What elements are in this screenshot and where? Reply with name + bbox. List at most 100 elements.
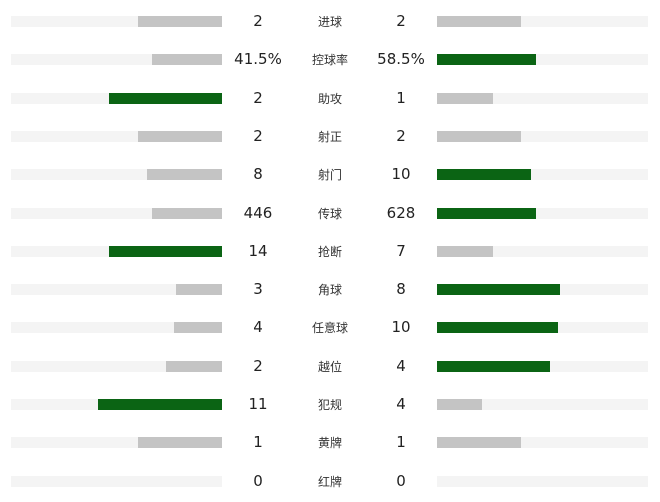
stat-label: 黄牌 — [317, 436, 342, 451]
home-bar-track — [11, 475, 222, 487]
home-value: 2 — [253, 88, 263, 107]
away-bar-fill — [437, 92, 494, 104]
stat-row: 2 进球 2 — [0, 3, 660, 41]
stat-label: 犯规 — [317, 398, 342, 412]
stat-row: 8 射门 10 — [0, 156, 660, 194]
away-bar-fill — [437, 16, 522, 27]
home-value: 3 — [253, 280, 263, 299]
home-bar-track — [11, 54, 222, 66]
home-value: 11 — [248, 395, 268, 413]
home-bar-track — [11, 322, 222, 334]
stat-row: 2 射正 2 — [0, 118, 660, 156]
home-value: 8 — [253, 165, 263, 184]
stat-row: 3 角球 8 — [0, 271, 660, 309]
home-value: 4 — [253, 318, 263, 337]
away-value: 7 — [396, 241, 406, 260]
away-bar-track — [437, 284, 648, 296]
away-bar-fill — [437, 169, 531, 181]
home-bar-fill — [165, 360, 222, 372]
away-value: 628 — [386, 203, 416, 222]
stat-label: 控球率 — [311, 53, 348, 68]
home-bar-fill — [175, 284, 222, 296]
stat-label: 助攻 — [317, 91, 342, 106]
away-bar-track — [437, 437, 648, 449]
away-bar-fill — [437, 130, 522, 142]
home-bar-track — [11, 437, 222, 449]
stat-label: 进球 — [317, 15, 342, 29]
stat-label: 射正 — [317, 129, 342, 144]
away-value: 10 — [391, 318, 411, 337]
home-bar-fill — [109, 92, 222, 104]
home-bar-track — [11, 284, 222, 296]
home-bar-track — [11, 169, 222, 181]
away-bar-fill — [437, 437, 522, 449]
away-bar-track — [437, 399, 648, 410]
home-bar-fill — [146, 169, 222, 181]
away-value: 4 — [396, 395, 406, 413]
home-bar-track — [11, 399, 222, 410]
home-value: 2 — [253, 12, 263, 30]
away-bar-fill — [437, 245, 494, 257]
away-bar-fill — [437, 360, 550, 372]
home-value: 0 — [253, 471, 263, 490]
home-value: 14 — [248, 241, 268, 260]
away-bar-track — [437, 54, 648, 66]
away-bar-track — [437, 169, 648, 181]
away-bar-fill — [437, 322, 558, 334]
home-value: 1 — [253, 433, 263, 452]
away-bar-track — [437, 130, 648, 142]
away-bar-track — [437, 475, 648, 487]
stat-row: 14 抢断 7 — [0, 233, 660, 271]
stat-label: 任意球 — [311, 321, 348, 336]
away-bar-track — [437, 92, 648, 104]
stat-label: 抢断 — [317, 244, 342, 259]
home-value: 2 — [253, 126, 263, 145]
stat-label: 红牌 — [317, 474, 342, 489]
stat-label: 传球 — [317, 206, 342, 221]
away-bar-track — [437, 322, 648, 334]
home-bar-track — [11, 92, 222, 104]
away-bar-fill — [437, 399, 482, 410]
home-bar-fill — [173, 322, 222, 334]
away-value: 1 — [396, 433, 406, 452]
away-bar-track — [437, 360, 648, 372]
away-value: 4 — [396, 356, 406, 375]
stat-row: 446 传球 628 — [0, 195, 660, 233]
away-bar-fill — [437, 207, 536, 219]
stat-row: 1 黄牌 1 — [0, 424, 660, 462]
home-bar-fill — [137, 437, 222, 449]
away-bar-track — [437, 245, 648, 257]
stat-row: 2 越位 4 — [0, 348, 660, 386]
home-value: 446 — [243, 203, 273, 222]
stat-label: 角球 — [317, 283, 342, 298]
stat-label: 越位 — [317, 359, 342, 374]
home-value: 41.5% — [234, 50, 282, 69]
stat-row: 4 任意球 10 — [0, 309, 660, 347]
home-value: 2 — [253, 356, 263, 375]
stat-row: 41.5% 控球率 58.5% — [0, 41, 660, 79]
home-bar-fill — [137, 130, 222, 142]
home-bar-fill — [151, 54, 222, 66]
home-bar-track — [11, 16, 222, 27]
home-bar-track — [11, 360, 222, 372]
away-value: 8 — [396, 280, 406, 299]
away-value: 2 — [396, 12, 406, 30]
home-bar-track — [11, 207, 222, 219]
away-value: 2 — [396, 126, 406, 145]
away-value: 0 — [396, 471, 406, 490]
away-bar-fill — [437, 54, 536, 66]
home-bar-fill — [98, 399, 222, 410]
home-bar-fill — [109, 245, 222, 257]
away-bar-fill — [437, 284, 560, 296]
home-bar-track — [11, 130, 222, 142]
home-bar-fill — [151, 207, 222, 219]
home-bar-fill — [137, 16, 222, 27]
away-value: 58.5% — [377, 50, 425, 69]
stat-row: 0 红牌 0 — [0, 463, 660, 501]
away-value: 10 — [391, 165, 411, 184]
away-value: 1 — [396, 88, 406, 107]
away-bar-track — [437, 16, 648, 27]
stat-label: 射门 — [317, 168, 342, 183]
stat-row: 11 犯规 4 — [0, 386, 660, 424]
home-bar-track — [11, 245, 222, 257]
